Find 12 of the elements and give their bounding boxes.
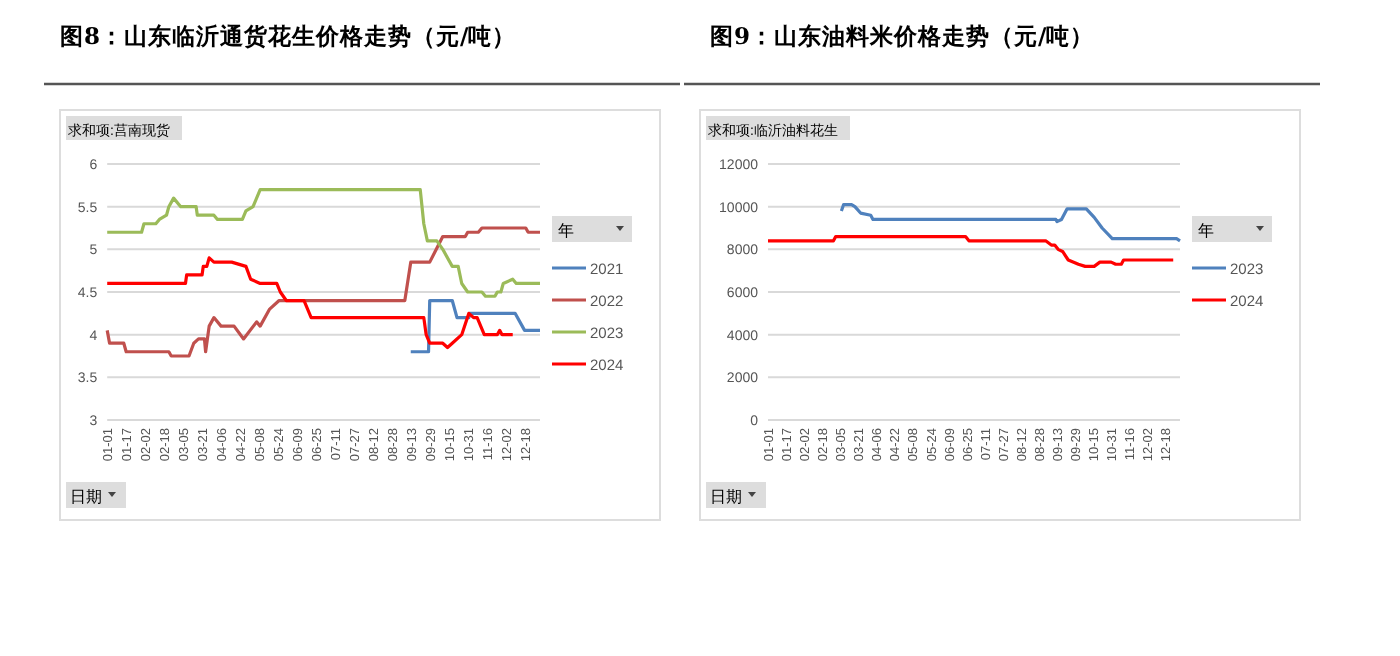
line-series: [105, 188, 542, 298]
line-series: [105, 256, 515, 350]
line-series: [839, 202, 1182, 243]
chart-title: 图8：山东临沂通货花生价格走势（元/吨）: [60, 22, 517, 50]
chart-title: 图9：山东油料米价格走势（元/吨）: [710, 22, 1095, 50]
legend-title: 年: [1198, 222, 1214, 240]
x-axis-title: 日期: [70, 488, 102, 506]
x-axis-title: 日期: [710, 488, 742, 506]
line-series: [105, 226, 542, 358]
line-series: [766, 234, 1175, 268]
legend-title: 年: [558, 222, 574, 240]
line-series: [409, 298, 542, 354]
